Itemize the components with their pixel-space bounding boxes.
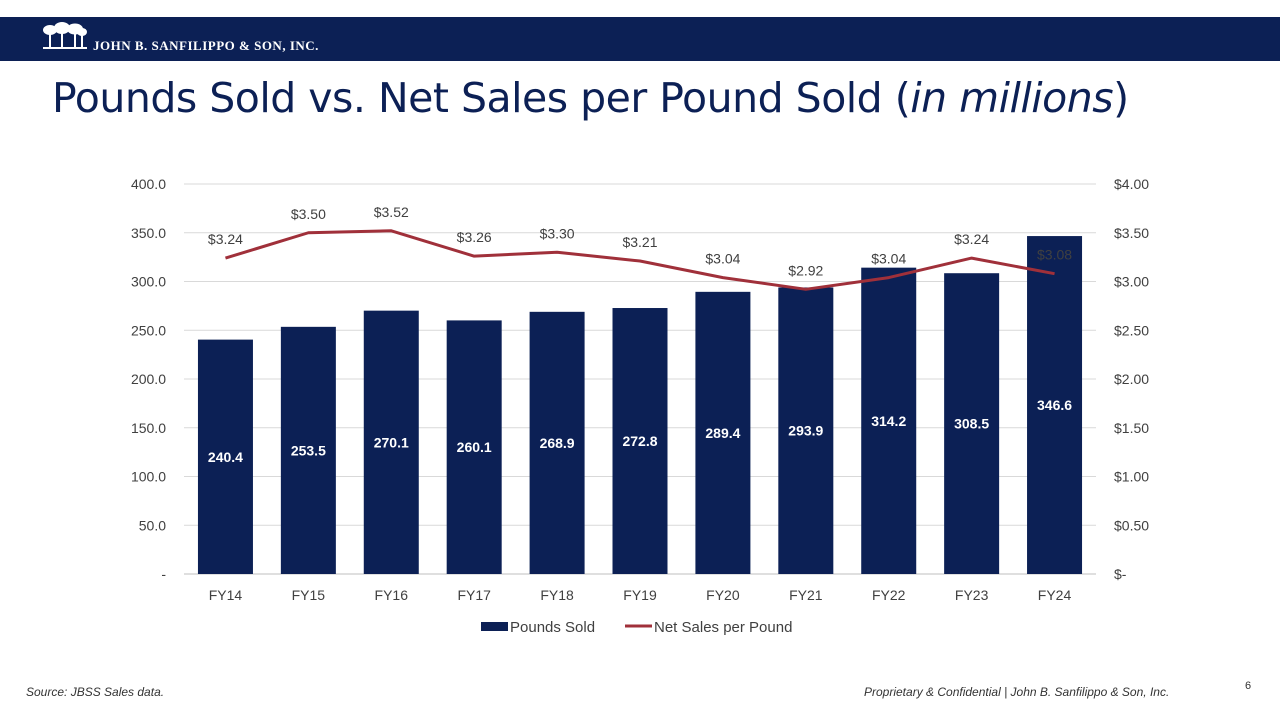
left-tick-label: 250.0: [131, 322, 166, 338]
palm-trees-logo-icon: [43, 22, 87, 49]
confidential-note: Proprietary & Confidential | John B. San…: [864, 685, 1170, 699]
slide-title: Pounds Sold vs. Net Sales per Pound Sold…: [52, 74, 1129, 122]
combo-chart: - 50.0 100.0 150.0 200.0 250.0 300.0 350.0 400.0…: [131, 176, 1149, 636]
right-tick-label: $1.00: [1114, 469, 1149, 485]
bar-value-label: 240.4: [208, 449, 243, 465]
legend-label-net-sales: Net Sales per Pound: [654, 619, 792, 636]
bar-fy16: [363, 310, 419, 574]
bar-fy24: [1027, 236, 1083, 574]
bar-fy14: [197, 339, 253, 574]
bar-value-label: 268.9: [540, 435, 575, 451]
line-series: $3.24 $3.50 $3.52 $3.26 $3.30 $3.21 $3.04 $2.92…: [208, 204, 1072, 291]
bar-fy15: [280, 326, 336, 574]
right-tick-label: $3.50: [1114, 225, 1149, 241]
header-bar: [0, 17, 1280, 61]
line-value-label: $3.21: [622, 234, 657, 250]
left-tick-label: 200.0: [131, 371, 166, 387]
bar-fy21: [778, 287, 834, 574]
bar-value-label: 253.5: [291, 442, 326, 458]
right-tick-label: $2.50: [1114, 322, 1149, 338]
x-tick-label: FY19: [623, 587, 657, 603]
x-tick-label: FY18: [540, 587, 574, 603]
bar-series: 240.4 253.5 270.1 260.1 268.9 272.8 289.4 293.9…: [197, 236, 1083, 574]
legend-swatch-pounds-sold: [481, 622, 508, 631]
x-tick-label: FY16: [375, 587, 409, 603]
x-axis: FY14 FY15 FY16 FY17 FY18 FY19 FY20 FY21 FY22 FY23…: [209, 587, 1072, 603]
x-tick-label: FY17: [457, 587, 491, 603]
x-tick-label: FY20: [706, 587, 740, 603]
line-value-label: $3.26: [457, 229, 492, 245]
left-tick-label: 300.0: [131, 274, 166, 290]
x-tick-label: FY23: [955, 587, 989, 603]
page-number: 6: [1245, 680, 1252, 692]
line-value-label: $3.50: [291, 206, 326, 222]
right-tick-label: $0.50: [1114, 517, 1149, 533]
left-tick-label: 100.0: [131, 469, 166, 485]
left-tick-label: -: [161, 566, 166, 582]
line-value-label: $3.24: [954, 231, 989, 247]
bar-fy23: [944, 273, 1000, 574]
bar-value-label: 260.1: [457, 439, 492, 455]
right-tick-label: $2.00: [1114, 371, 1149, 387]
right-axis: $- $0.50 $1.00 $1.50 $2.00 $2.50 $3.00 $3.50 $4.…: [1114, 176, 1149, 582]
x-tick-label: FY15: [292, 587, 326, 603]
legend: Pounds Sold Net Sales per Pound: [481, 619, 792, 636]
bar-value-label: 270.1: [374, 434, 409, 450]
line-value-label: $3.52: [374, 204, 409, 220]
title-italic: in millions: [910, 74, 1114, 122]
left-tick-label: 50.0: [139, 517, 166, 533]
right-tick-label: $-: [1114, 566, 1127, 582]
bar-value-label: 314.2: [871, 413, 906, 429]
line-value-label: $2.92: [788, 262, 823, 278]
right-tick-label: $4.00: [1114, 176, 1149, 192]
bar-value-label: 272.8: [622, 433, 657, 449]
title-main: Pounds Sold vs. Net Sales per Pound Sold…: [52, 74, 911, 122]
line-value-label: $3.04: [871, 251, 906, 267]
bar-value-label: 289.4: [705, 425, 740, 441]
x-tick-label: FY14: [209, 587, 243, 603]
right-tick-label: $3.00: [1114, 274, 1149, 290]
bar-value-label: 308.5: [954, 416, 989, 432]
legend-label-pounds-sold: Pounds Sold: [510, 619, 595, 636]
bar-fy18: [529, 311, 585, 574]
left-tick-label: 400.0: [131, 176, 166, 192]
bar-value-label: 293.9: [788, 423, 823, 439]
company-name: JOHN B. SANFILIPPO & SON, INC.: [93, 38, 319, 53]
bar-fy22: [861, 267, 917, 574]
bar-fy19: [612, 308, 668, 574]
line-value-label: $3.30: [540, 225, 575, 241]
line-value-label: $3.08: [1037, 247, 1072, 263]
net-sales-line: [225, 229, 1055, 291]
bar-fy17: [446, 320, 502, 574]
left-tick-label: 150.0: [131, 420, 166, 436]
left-axis: - 50.0 100.0 150.0 200.0 250.0 300.0 350.0 400.0: [131, 176, 166, 582]
source-note: Source: JBSS Sales data.: [26, 685, 165, 699]
left-tick-label: 350.0: [131, 225, 166, 241]
bar-fy20: [695, 291, 751, 574]
x-tick-label: FY24: [1038, 587, 1072, 603]
line-value-label: $3.24: [208, 231, 243, 247]
title-end: ): [1113, 74, 1129, 122]
line-value-label: $3.04: [705, 251, 740, 267]
bar-value-label: 346.6: [1037, 397, 1072, 413]
right-tick-label: $1.50: [1114, 420, 1149, 436]
x-tick-label: FY21: [789, 587, 823, 603]
x-tick-label: FY22: [872, 587, 906, 603]
